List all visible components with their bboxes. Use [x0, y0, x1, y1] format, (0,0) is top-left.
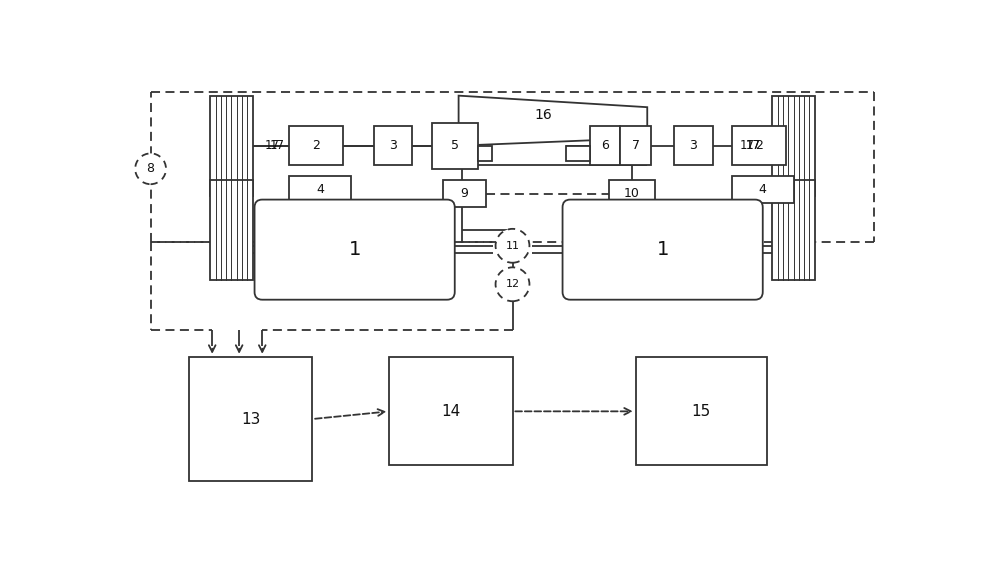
- Text: 17: 17: [740, 139, 755, 152]
- Text: 6: 6: [601, 139, 609, 152]
- Text: 10: 10: [624, 187, 640, 200]
- Circle shape: [496, 267, 529, 301]
- FancyBboxPatch shape: [255, 200, 455, 299]
- Text: 12: 12: [505, 279, 520, 289]
- Bar: [289, 177, 351, 203]
- Text: 1: 1: [656, 240, 669, 259]
- Bar: [189, 358, 312, 481]
- Bar: [674, 126, 713, 165]
- Bar: [389, 358, 513, 465]
- Text: 11: 11: [506, 241, 520, 251]
- Bar: [732, 126, 786, 165]
- Bar: [210, 96, 253, 196]
- Text: 15: 15: [692, 404, 711, 419]
- Bar: [478, 145, 492, 161]
- Text: 17: 17: [745, 139, 760, 152]
- Bar: [590, 126, 620, 165]
- Bar: [443, 181, 486, 207]
- Bar: [772, 96, 815, 196]
- FancyBboxPatch shape: [563, 200, 763, 299]
- Text: 17: 17: [745, 139, 760, 152]
- Text: 14: 14: [441, 404, 461, 419]
- Bar: [374, 126, 412, 165]
- Text: 13: 13: [241, 411, 260, 427]
- Circle shape: [135, 153, 166, 184]
- Text: 17: 17: [270, 139, 285, 152]
- Text: 17: 17: [265, 139, 280, 152]
- Text: 5: 5: [451, 139, 459, 152]
- Bar: [620, 126, 651, 165]
- Bar: [609, 181, 655, 207]
- Text: 3: 3: [389, 139, 397, 152]
- Bar: [772, 181, 815, 280]
- Bar: [289, 126, 343, 165]
- Text: 9: 9: [460, 187, 468, 200]
- Bar: [210, 181, 253, 280]
- Text: 7: 7: [632, 139, 640, 152]
- Text: 16: 16: [534, 108, 552, 122]
- Text: 3: 3: [690, 139, 697, 152]
- Bar: [432, 123, 478, 169]
- Text: 2: 2: [312, 139, 320, 152]
- Text: 1: 1: [348, 240, 361, 259]
- Polygon shape: [459, 96, 647, 145]
- Bar: [732, 177, 794, 203]
- Bar: [566, 145, 590, 161]
- Text: 4: 4: [759, 183, 767, 196]
- Circle shape: [496, 229, 529, 263]
- Text: 8: 8: [147, 162, 155, 175]
- Text: 4: 4: [316, 183, 324, 196]
- Bar: [636, 358, 767, 465]
- Text: 2: 2: [755, 139, 763, 152]
